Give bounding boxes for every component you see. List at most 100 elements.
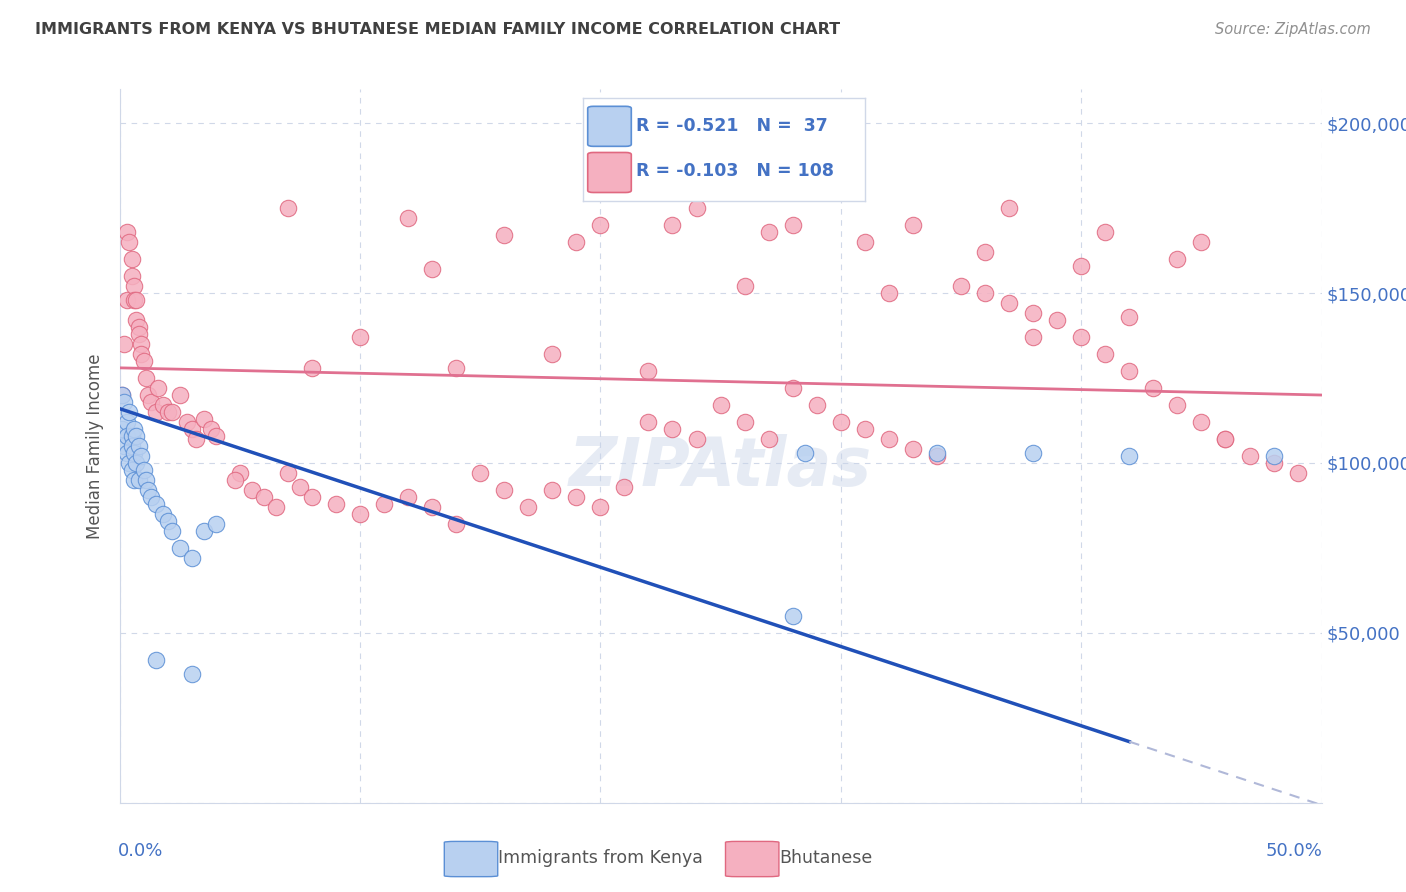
Point (135, 371, 157, 385)
Point (468, 466, 492, 480)
Point (349, 330, 371, 344)
Point (145, 497, 167, 511)
Text: R = -0.103   N = 108: R = -0.103 N = 108 (636, 162, 834, 180)
Point (613, 480, 636, 494)
Point (637, 364, 659, 378)
Point (115, 446, 138, 460)
Point (1118, 310, 1140, 324)
Point (1022, 306, 1045, 320)
Point (1189, 235, 1212, 249)
Point (135, 473, 157, 487)
Point (125, 456, 148, 470)
Point (901, 442, 924, 457)
Point (156, 405, 179, 419)
Point (152, 398, 174, 412)
Point (494, 228, 516, 243)
Point (1070, 259, 1092, 273)
Point (758, 432, 780, 446)
Point (685, 201, 707, 215)
Point (145, 653, 167, 667)
Point (925, 449, 948, 463)
Point (132, 463, 155, 477)
Point (1142, 381, 1164, 395)
Point (734, 415, 756, 429)
Point (1118, 449, 1140, 463)
Point (111, 422, 134, 436)
Point (782, 218, 804, 232)
Point (240, 483, 263, 498)
Point (118, 456, 141, 470)
Point (1166, 252, 1188, 266)
Point (1263, 449, 1285, 463)
Point (565, 235, 588, 249)
FancyBboxPatch shape (588, 106, 631, 146)
Text: Bhutanese: Bhutanese (779, 849, 872, 867)
Text: ZIPAtlas: ZIPAtlas (569, 434, 872, 500)
Point (111, 388, 134, 402)
FancyBboxPatch shape (444, 841, 498, 877)
Point (180, 422, 202, 436)
Point (444, 360, 467, 375)
Point (301, 360, 323, 375)
Point (853, 422, 876, 436)
Point (200, 422, 222, 436)
Point (253, 490, 276, 504)
Point (162, 405, 184, 419)
Point (277, 466, 299, 480)
Point (224, 473, 246, 487)
Point (193, 412, 215, 426)
Point (129, 449, 152, 463)
Text: 0.0%: 0.0% (118, 842, 163, 860)
Point (998, 201, 1021, 215)
Point (122, 293, 145, 307)
Point (121, 439, 143, 453)
Point (541, 483, 564, 498)
Point (125, 429, 148, 443)
Point (782, 608, 804, 623)
Point (122, 422, 145, 436)
Point (420, 500, 443, 515)
Point (925, 446, 948, 460)
Point (180, 666, 202, 681)
Point (565, 490, 588, 504)
Point (793, 446, 815, 460)
Text: IMMIGRANTS FROM KENYA VS BHUTANESE MEDIAN FAMILY INCOME CORRELATION CHART: IMMIGRANTS FROM KENYA VS BHUTANESE MEDIA… (35, 22, 841, 37)
Point (1263, 456, 1285, 470)
Point (877, 432, 900, 446)
Point (180, 551, 202, 566)
Y-axis label: Median Family Income: Median Family Income (86, 353, 104, 539)
Point (782, 381, 804, 395)
Point (121, 252, 143, 266)
Point (373, 497, 395, 511)
Point (517, 500, 540, 515)
FancyBboxPatch shape (725, 841, 779, 877)
Point (121, 269, 143, 284)
Point (115, 293, 138, 307)
Point (128, 439, 150, 453)
Point (301, 490, 323, 504)
Point (128, 326, 150, 341)
Point (176, 415, 198, 429)
Point (444, 517, 467, 532)
Point (1070, 330, 1092, 344)
Point (734, 279, 756, 293)
Point (112, 394, 135, 409)
Point (118, 405, 141, 419)
Point (156, 514, 179, 528)
Point (118, 235, 141, 249)
Point (1189, 415, 1212, 429)
Point (132, 354, 155, 368)
Point (145, 405, 167, 419)
Point (1286, 466, 1309, 480)
Point (806, 398, 828, 412)
Point (138, 388, 160, 402)
Point (589, 500, 612, 515)
Point (949, 279, 972, 293)
Point (758, 225, 780, 239)
Point (204, 517, 226, 532)
Point (901, 218, 924, 232)
Point (139, 394, 162, 409)
Point (853, 235, 876, 249)
Point (111, 388, 134, 402)
Point (325, 497, 347, 511)
